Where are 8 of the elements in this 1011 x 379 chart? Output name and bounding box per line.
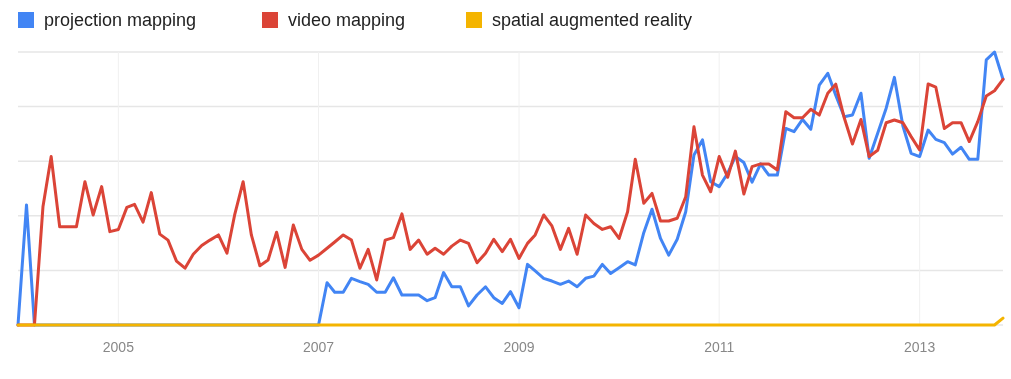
x-tick-label: 2013 bbox=[904, 339, 936, 355]
x-tick-label: 2007 bbox=[302, 339, 335, 355]
legend-label: video mapping bbox=[288, 10, 406, 30]
x-tick-label: 2005 bbox=[102, 339, 135, 355]
x-tick-label: 2011 bbox=[704, 339, 735, 355]
legend-label: projection mapping bbox=[44, 10, 197, 30]
x-tick-label: 2009 bbox=[503, 339, 535, 355]
legend-label: spatial augmented reality bbox=[492, 10, 693, 30]
